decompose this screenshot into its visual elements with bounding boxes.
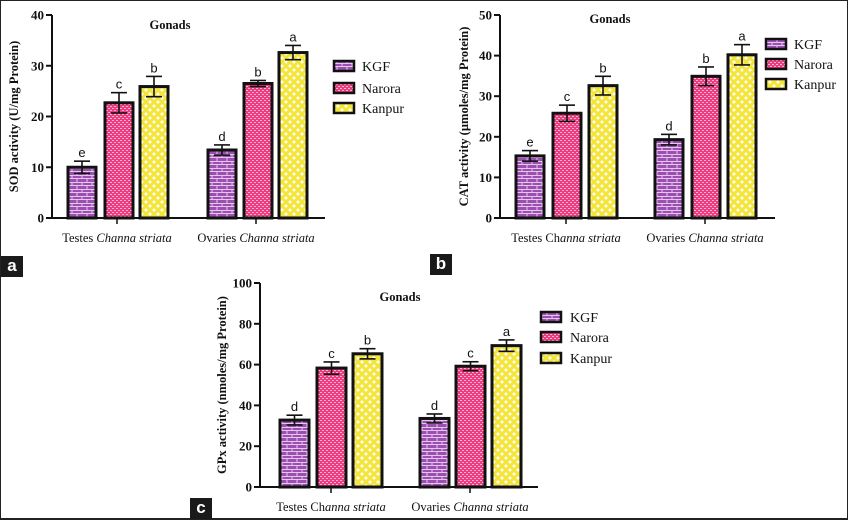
panel-label-a: a — [1, 256, 23, 277]
y-axis-label: CAT activity (µmoles/mg Protein) — [457, 27, 471, 207]
significance-letter: b — [254, 64, 261, 79]
legend-swatch-kgf — [764, 37, 788, 51]
y-tick-label: 10 — [31, 160, 44, 175]
legend-label-kgf: KGF — [362, 60, 390, 75]
y-tick-label: 40 — [31, 8, 44, 23]
significance-letter: d — [665, 118, 672, 133]
legend-swatch-kgf — [332, 59, 356, 73]
significance-letter: b — [150, 60, 157, 75]
legend-swatch-kanpur — [539, 351, 563, 365]
y-tick-label: 0 — [246, 480, 253, 495]
y-tick-label: 30 — [479, 89, 492, 104]
significance-letter: c — [116, 77, 123, 92]
bar-narora-ovaries — [242, 82, 274, 220]
panel-label-b: b — [430, 254, 452, 275]
legend-label-narora: Narora — [570, 331, 610, 346]
legend-swatch-kgf — [539, 310, 563, 324]
chart-title: Gonads — [380, 290, 421, 304]
x-category-label: Testes Channa striata — [276, 500, 386, 514]
y-tick-label: 80 — [239, 316, 252, 331]
chart-title: Gonads — [590, 12, 631, 26]
bar-kgf-ovaries — [418, 416, 451, 489]
legend-label-kgf: KGF — [570, 311, 598, 326]
significance-letter: b — [599, 60, 606, 75]
significance-letter: e — [526, 135, 533, 150]
legend-label-kanpur: Kanpur — [362, 102, 404, 117]
y-tick-label: 40 — [479, 48, 492, 63]
legend-label-narora: Narora — [794, 58, 834, 73]
legend-swatch-narora — [764, 57, 788, 71]
significance-letter: a — [503, 324, 511, 339]
legend-label-kgf: KGF — [794, 38, 822, 53]
significance-letter: d — [291, 399, 298, 414]
bar-narora-testes — [551, 111, 583, 220]
panel-label-c: c — [190, 498, 212, 519]
bar-kgf-testes — [278, 418, 311, 489]
y-tick-label: 0 — [38, 211, 45, 226]
x-category-label: Testes Channa striata — [62, 231, 172, 245]
significance-letter: d — [218, 129, 225, 144]
x-category-label: Ovaries Channa striata — [646, 231, 763, 245]
legend-swatch-narora — [332, 81, 356, 95]
bar-kanpur-ovaries — [490, 344, 523, 489]
significance-letter: c — [564, 89, 571, 104]
significance-letter: a — [738, 29, 746, 44]
chart-panel-b: 0 10 20 30 40 50 CAT activity (µmoles/mg Prote… — [457, 8, 836, 246]
bar-kanpur-testes — [138, 85, 170, 220]
significance-letter: d — [431, 398, 438, 413]
significance-letter: b — [364, 333, 371, 348]
legend-swatch-kanpur — [332, 101, 356, 115]
legend-label-kanpur: Kanpur — [794, 78, 836, 93]
y-tick-label: 10 — [479, 170, 492, 185]
significance-letter: c — [328, 346, 335, 361]
x-category-label: Testes Channa striata — [511, 231, 621, 245]
significance-letter: b — [702, 51, 709, 66]
chart-title: Gonads — [150, 18, 191, 32]
y-tick-label: 20 — [239, 439, 252, 454]
bar-kgf-testes — [66, 165, 98, 220]
significance-letter: c — [467, 346, 474, 361]
bar-kanpur-testes — [587, 84, 619, 220]
bar-kgf-ovaries — [206, 148, 238, 220]
y-axis-label: GPx activity (nmoles/mg Protein) — [215, 296, 229, 474]
y-tick-label: 100 — [233, 276, 253, 291]
significance-letter: a — [289, 29, 297, 44]
legend-label-narora: Narora — [362, 82, 402, 97]
y-tick-label: 20 — [479, 129, 492, 144]
bar-narora-ovaries — [454, 364, 487, 489]
y-tick-label: 30 — [31, 58, 44, 73]
bar-narora-ovaries — [690, 74, 722, 220]
x-category-label: Ovaries Channa striata — [411, 500, 528, 514]
y-tick-label: 60 — [239, 357, 252, 372]
legend-swatch-narora — [539, 330, 563, 344]
bar-narora-testes — [315, 366, 348, 489]
legend-swatch-kanpur — [764, 77, 788, 91]
bar-narora-testes — [103, 101, 135, 220]
bar-kanpur-ovaries — [277, 51, 309, 220]
chart-panel-c: 0 20 40 60 80 100 GPx activity (nmoles/mg Prot… — [215, 276, 612, 515]
y-tick-label: 50 — [479, 8, 492, 23]
bar-kanpur-ovaries — [726, 53, 758, 220]
bar-kgf-ovaries — [653, 138, 685, 220]
x-category-label: Ovaries Channa striata — [197, 231, 314, 245]
y-tick-label: 40 — [239, 398, 252, 413]
y-axis-label: SOD activity (U/mg Protein) — [7, 41, 21, 192]
y-tick-label: 20 — [31, 109, 44, 124]
bar-kanpur-testes — [351, 352, 384, 489]
y-tick-label: 0 — [486, 211, 493, 226]
legend-label-kanpur: Kanpur — [570, 352, 612, 367]
significance-letter: e — [78, 145, 85, 160]
chart-panel-a: 0 10 20 30 40 SOD activity (U/mg Protein) Gona… — [7, 8, 404, 246]
bar-kgf-testes — [514, 154, 546, 220]
